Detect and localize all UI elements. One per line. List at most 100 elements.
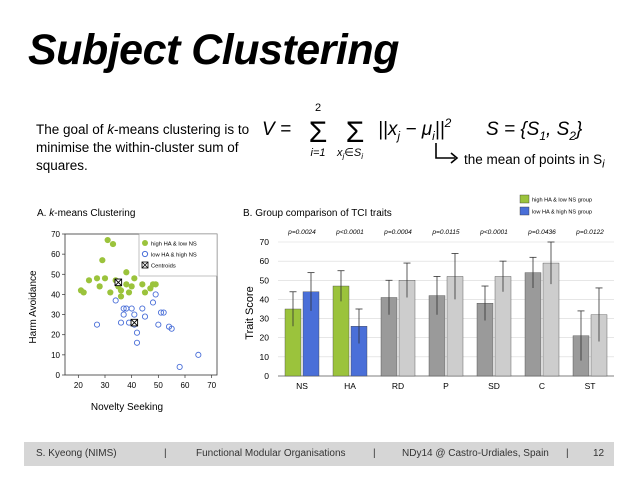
scatter-point-low-ha — [120, 305, 127, 312]
scatter-xtick-label: 70 — [207, 381, 216, 390]
scatter-title-post: -means Clustering — [54, 208, 136, 219]
footer-separator: | — [566, 448, 569, 459]
bar-ytick-label: 60 — [260, 256, 270, 266]
legend-marker-centroid-x — [141, 261, 149, 269]
scatter-point-high-ha — [117, 287, 125, 294]
scatter-point-high-ha — [139, 281, 146, 288]
p-value-label: p<0.0001 — [335, 229, 364, 236]
footer-page-number: 12 — [593, 448, 605, 459]
mean-note-text: the mean of points in S — [464, 152, 603, 167]
scatter-legend-box — [138, 233, 218, 277]
mean-note-sub: i — [602, 158, 605, 171]
formula-v: V = — [262, 119, 291, 140]
scatter-point-high-ha — [109, 240, 117, 248]
scatter-point-low-ha — [93, 321, 101, 328]
footer-separator: | — [373, 448, 376, 459]
bar-category-label: HA — [344, 381, 356, 391]
scatter-title-pre: A. — [37, 208, 50, 219]
scatter-point-high-ha — [131, 275, 138, 282]
p-value-label: p=0.0115 — [431, 229, 460, 236]
scatter-point-low-ha — [128, 305, 135, 312]
bar-ytick-label: 10 — [260, 352, 270, 362]
scatter-point-high-ha — [117, 293, 125, 300]
footer-author: S. Kyeong (NIMS) — [36, 448, 117, 459]
scatter-xtick-label: 30 — [101, 381, 110, 390]
p-value-label: p<0.0001 — [479, 229, 508, 236]
scatter-point-low-ha — [168, 325, 175, 332]
scatter-point-high-ha — [104, 236, 111, 244]
scatter-point-high-ha — [123, 269, 130, 276]
intro-text-pre: The goal of — [36, 122, 108, 137]
footer-venue: NDy14 @ Castro-Urdiales, Spain — [402, 448, 549, 459]
scatter-point-low-ha — [176, 363, 183, 370]
bar-ytick-label: 30 — [260, 314, 270, 324]
bar-high-ha-group — [524, 272, 542, 377]
bar-ytick-label: 70 — [260, 237, 270, 247]
scatter-ytick-label: 10 — [51, 351, 60, 360]
scatter-point-high-ha — [125, 289, 133, 296]
formula-sum-lower-1: i=1 — [311, 147, 326, 159]
legend-marker-centroid — [141, 261, 149, 269]
scatter-ytick-label: 20 — [51, 331, 60, 340]
legend-label-low-ha-group: low HA & high NS group — [532, 210, 592, 216]
scatter-point-low-ha — [195, 351, 202, 358]
scatter-point-low-ha — [133, 329, 141, 336]
scatter-ytick-label: 50 — [51, 270, 60, 279]
legend-marker-green — [142, 240, 148, 246]
mean-note: the mean of points in Si — [464, 152, 605, 171]
legend-label-low-ha: low HA & high NS — [151, 253, 197, 259]
formula-term: ||xj − μi||2 — [378, 116, 452, 143]
bar-category-label: NS — [296, 381, 308, 391]
scatter-point-low-ha — [155, 321, 162, 328]
bar-ytick-label: 50 — [260, 275, 270, 285]
scatter-ytick-label: 30 — [51, 311, 60, 320]
scatter-point-high-ha — [107, 289, 114, 296]
scatter-point-low-ha — [131, 311, 138, 318]
bar-category-label: P — [443, 381, 449, 391]
bar-category-label: RD — [392, 381, 404, 391]
footer-bar: S. Kyeong (NIMS) | Functional Modular Or… — [24, 442, 614, 466]
legend-label-high-ha: high HA & low NS — [151, 242, 197, 248]
scatter-ytick-label: 40 — [51, 290, 60, 299]
intro-text-k: k — [107, 122, 115, 137]
scatter-point-low-ha — [152, 291, 159, 298]
bar-ytick-label: 40 — [260, 294, 270, 304]
scatter-point-high-ha — [123, 281, 130, 288]
formula-sum-lower-2: xj∈Si — [336, 147, 363, 160]
legend-label-high-ha-group: high HA & low NS group — [532, 198, 592, 204]
scatter-ytick-label: 0 — [56, 371, 61, 380]
bar-category-label: SD — [488, 381, 500, 391]
bar-category-label: ST — [585, 381, 596, 391]
scatter-centroid-x — [114, 278, 122, 286]
scatter-xtick-label: 50 — [154, 381, 163, 390]
kmeans-formula: V = 2 Σ i=1 Σ xj∈Si ||xj − μi||2 S = {S1… — [262, 102, 583, 160]
legend-label-centroids: Centroids — [151, 264, 176, 270]
slide-title: Subject Clustering — [28, 26, 399, 74]
formula-sigma-2: Σ — [346, 116, 365, 149]
legend-swatch-high-ha-group — [519, 194, 530, 204]
intro-text-post: -means clustering is to minimise the wit… — [36, 122, 250, 173]
scatter-point-low-ha — [160, 309, 167, 316]
scatter-ytick-label: 60 — [51, 250, 60, 259]
formula-sum-upper: 2 — [315, 102, 321, 114]
bar-ylabel: Trait Score — [244, 286, 256, 339]
scatter-xlabel: Novelty Seeking — [91, 402, 163, 413]
bar-category-label: C — [539, 381, 545, 391]
scatter-point-low-ha — [141, 313, 149, 320]
scatter-point-low-ha — [133, 339, 141, 346]
scatter-centroid-x — [130, 319, 138, 327]
p-value-label: p=0.0436 — [527, 229, 556, 236]
scatter-point-low-ha — [149, 299, 157, 306]
arrow-icon — [435, 143, 459, 164]
footer-talk-title: Functional Modular Organisations — [196, 448, 346, 459]
scatter-chart: 0 10 20 30 40 50 60 70 20 30 40 50 60 70 high HA & lo… — [28, 230, 218, 413]
scatter-point-low-ha — [117, 319, 125, 326]
bar-panel-title: B. Group comparison of TCI traits — [243, 208, 392, 219]
scatter-point-high-ha — [85, 277, 93, 284]
intro-text: The goal of k-means clustering is to min… — [36, 121, 258, 175]
p-value-label: p=0.0004 — [383, 229, 412, 236]
scatter-xtick-label: 20 — [74, 381, 83, 390]
scatter-point-high-ha — [80, 289, 87, 296]
scatter-point-low-ha — [112, 297, 119, 304]
formula-s-definition: S = {S1, S2} — [486, 119, 583, 143]
